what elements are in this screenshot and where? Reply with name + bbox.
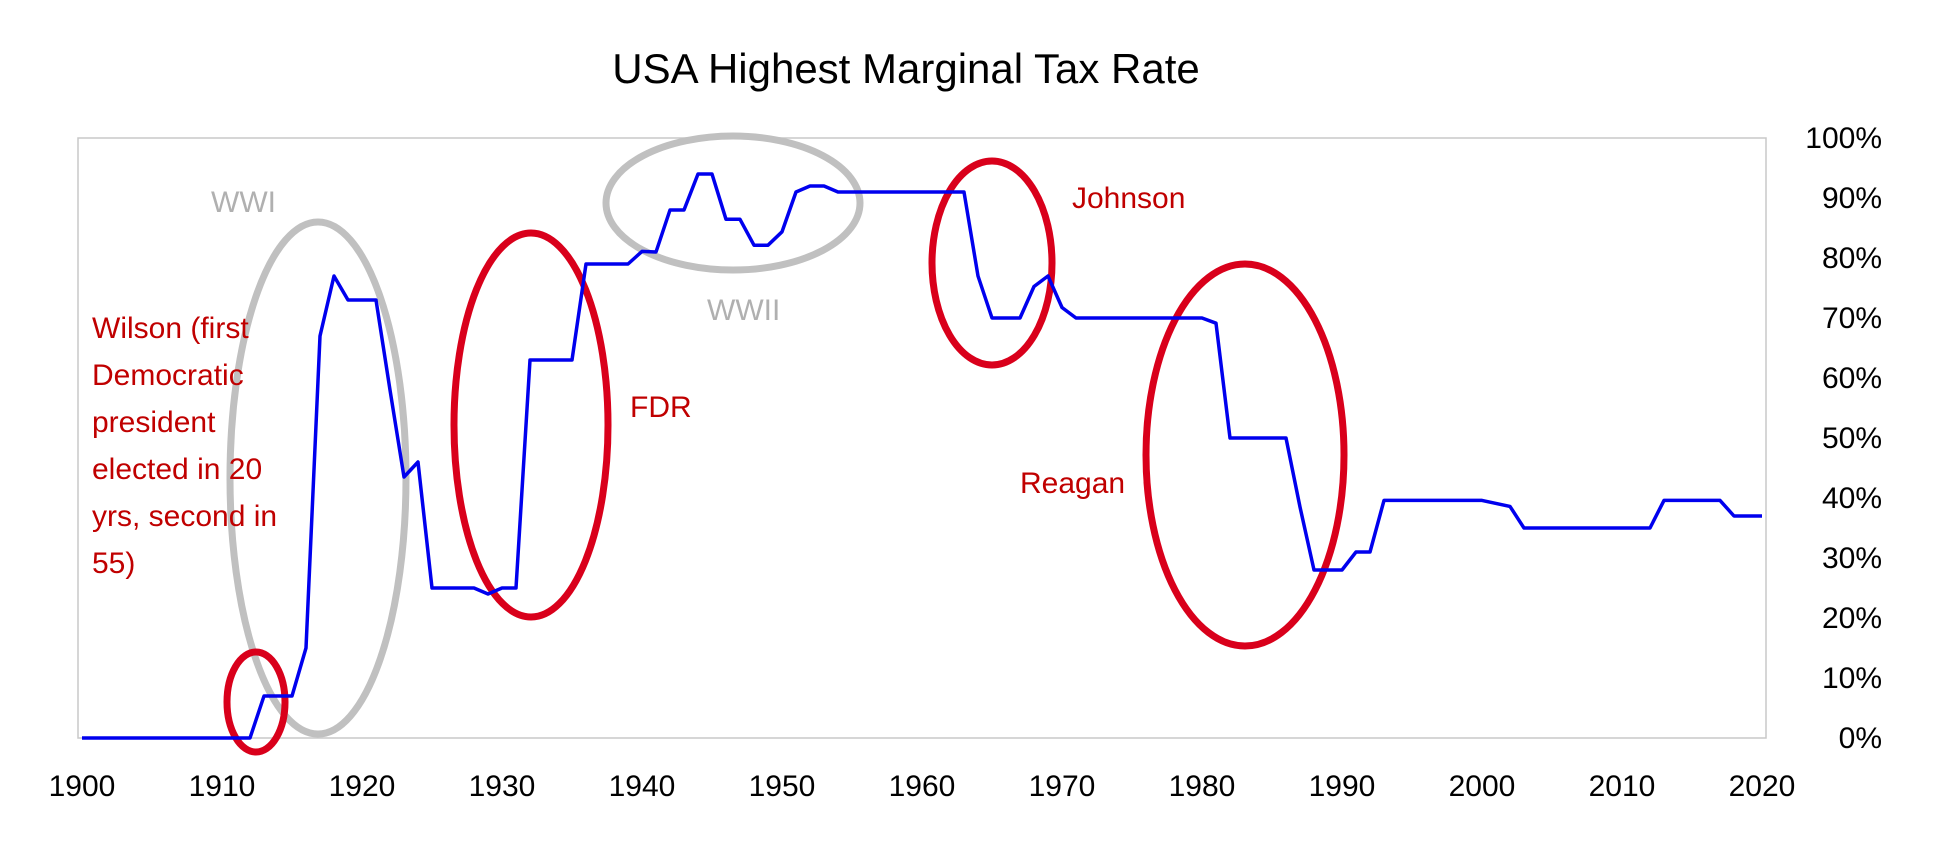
x-tick-label: 1940 bbox=[609, 770, 676, 803]
wwii-ellipse bbox=[602, 132, 864, 274]
x-tick-label: 2010 bbox=[1589, 770, 1656, 803]
wilson-label-line: yrs, second in bbox=[92, 500, 277, 533]
wwi-label: WWI bbox=[211, 186, 276, 219]
x-tick-label: 1900 bbox=[49, 770, 116, 803]
x-tick-label: 1950 bbox=[749, 770, 816, 803]
y-tick-label: 40% bbox=[1822, 482, 1882, 515]
x-tick-label: 2020 bbox=[1729, 770, 1796, 803]
fdr-label: FDR bbox=[630, 391, 692, 424]
plot-area bbox=[77, 137, 1767, 739]
wilson-label-line: Democratic bbox=[92, 359, 244, 392]
wilson-label-line: president bbox=[92, 406, 216, 439]
wwii-label: WWII bbox=[707, 294, 780, 327]
x-tick-label: 1990 bbox=[1309, 770, 1376, 803]
johnson-label: Johnson bbox=[1072, 182, 1185, 215]
y-tick-label: 50% bbox=[1822, 422, 1882, 455]
wilson-label-line: elected in 20 bbox=[92, 453, 262, 486]
tax-rate-line bbox=[82, 172, 1762, 740]
y-tick-label: 90% bbox=[1822, 182, 1882, 215]
x-tick-label: 1920 bbox=[329, 770, 396, 803]
wilson-label-line: 55) bbox=[92, 547, 135, 580]
highlight-ellipses bbox=[223, 132, 1348, 756]
x-tick-label: 1910 bbox=[189, 770, 256, 803]
y-tick-label: 60% bbox=[1822, 362, 1882, 395]
y-tick-label: 80% bbox=[1822, 242, 1882, 275]
wilson-label: Wilson (first Democratic president elected … bbox=[92, 312, 277, 580]
annotations: WWI WWII Wilson (first Democratic president e… bbox=[92, 182, 1185, 580]
y-tick-label: 0% bbox=[1839, 722, 1882, 755]
y-tick-label: 30% bbox=[1822, 542, 1882, 575]
x-tick-label: 1960 bbox=[889, 770, 956, 803]
chart-title: USA Highest Marginal Tax Rate bbox=[612, 45, 1200, 92]
y-tick-label: 70% bbox=[1822, 302, 1882, 335]
johnson-ellipse bbox=[928, 157, 1056, 369]
y-tick-label: 10% bbox=[1822, 662, 1882, 695]
fdr-ellipse bbox=[450, 229, 612, 621]
wilson-label-line: Wilson (first bbox=[92, 312, 249, 345]
x-tick-label: 1980 bbox=[1169, 770, 1236, 803]
y-tick-label: 100% bbox=[1805, 122, 1882, 155]
x-tick-label: 2000 bbox=[1449, 770, 1516, 803]
x-tick-label: 1970 bbox=[1029, 770, 1096, 803]
wilson-ellipse bbox=[223, 648, 289, 756]
reagan-ellipse bbox=[1142, 260, 1348, 650]
y-tick-label: 20% bbox=[1822, 602, 1882, 635]
reagan-label: Reagan bbox=[1020, 467, 1125, 500]
y-axis: 0% 10% 20% 30% 40% 50% 60% 70% 80% 90% 100% bbox=[1805, 122, 1882, 755]
wwi-ellipse bbox=[226, 218, 410, 738]
x-tick-label: 1930 bbox=[469, 770, 536, 803]
x-axis: 1900 1910 1920 1930 1940 1950 1960 1970 1980 1990… bbox=[49, 770, 1796, 803]
